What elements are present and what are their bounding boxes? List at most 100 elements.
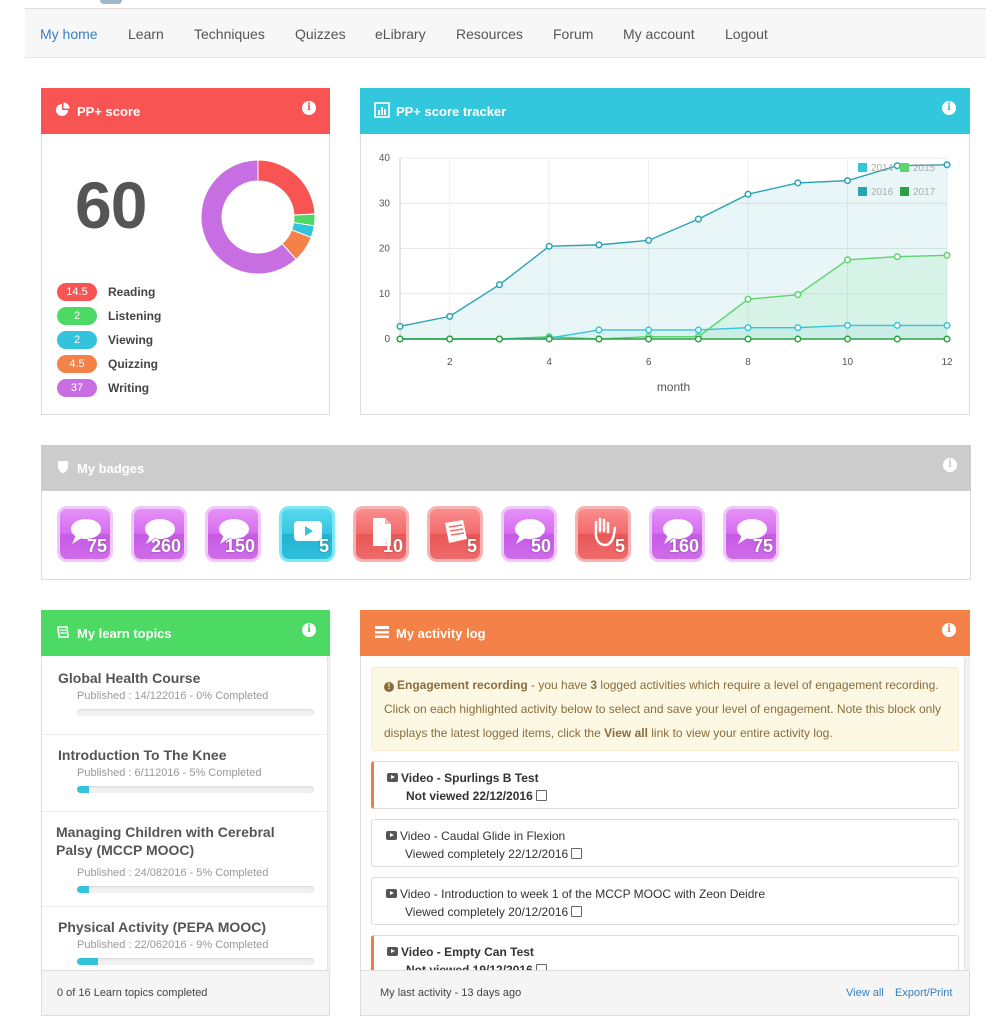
badge[interactable]: 75 bbox=[723, 506, 779, 562]
topic-progress-fill bbox=[77, 958, 99, 965]
data-point-2015[interactable] bbox=[893, 253, 901, 261]
legend-label-2015: 2015 bbox=[913, 163, 936, 174]
learn-topic-item[interactable]: Global Health Course Published : 14/12201… bbox=[42, 657, 327, 735]
data-point-2016[interactable] bbox=[446, 312, 454, 320]
nav-my-account[interactable]: My account bbox=[623, 26, 695, 42]
data-point-2017[interactable] bbox=[794, 335, 802, 343]
badge[interactable]: 10 bbox=[353, 506, 409, 562]
data-point-2014[interactable] bbox=[943, 321, 951, 329]
data-point-2017[interactable] bbox=[645, 335, 653, 343]
data-point-2015[interactable] bbox=[843, 256, 852, 264]
data-point-2014[interactable] bbox=[645, 326, 653, 334]
data-point-2017[interactable] bbox=[843, 335, 852, 343]
badge[interactable]: 50 bbox=[501, 506, 557, 562]
activity-item[interactable]: Video - Introduction to week 1 of the MC… bbox=[371, 877, 959, 925]
data-point-2016[interactable] bbox=[396, 322, 404, 330]
activity-item[interactable]: Video - Empty Can Test Not viewed 19/12/2… bbox=[371, 935, 959, 971]
edit-icon[interactable] bbox=[535, 964, 547, 971]
exclamation-icon: ! bbox=[384, 682, 394, 692]
export-print-link[interactable]: Export/Print bbox=[895, 987, 953, 999]
topic-published-meta: Published : 14/122016 - 0% Completed bbox=[77, 690, 269, 702]
badge-count: 10 bbox=[382, 536, 403, 556]
data-point-2017[interactable] bbox=[595, 335, 603, 343]
y-tick-label: 30 bbox=[379, 198, 391, 209]
learn-topics-title: My learn topics bbox=[77, 626, 172, 641]
y-tick-label: 20 bbox=[379, 244, 391, 255]
nav-learn[interactable]: Learn bbox=[128, 26, 164, 42]
badge-count: 50 bbox=[530, 536, 551, 556]
data-point-2014[interactable] bbox=[595, 326, 603, 334]
data-point-2016[interactable] bbox=[645, 236, 653, 244]
notice-view-all-link[interactable]: View all bbox=[604, 726, 648, 740]
activity-log-title: My activity log bbox=[396, 626, 486, 641]
x-axis-label: month bbox=[657, 380, 690, 394]
info-icon[interactable]: i bbox=[943, 458, 957, 472]
topics-scrollbar[interactable] bbox=[327, 657, 331, 971]
data-point-2015[interactable] bbox=[794, 291, 802, 299]
nav-resources[interactable]: Resources bbox=[456, 26, 523, 42]
nav-forum[interactable]: Forum bbox=[553, 26, 594, 42]
data-point-2017[interactable] bbox=[943, 335, 951, 343]
badge[interactable]: 150 bbox=[205, 506, 261, 562]
info-icon[interactable]: i bbox=[942, 623, 956, 637]
data-point-2017[interactable] bbox=[446, 335, 454, 343]
activity-item[interactable]: Video - Spurlings B Test Not viewed 22/12… bbox=[371, 761, 959, 809]
badge[interactable]: 5 bbox=[427, 506, 483, 562]
learn-topic-item[interactable]: Managing Children with Cerebral Palsy (M… bbox=[42, 811, 327, 907]
x-tick-label: 4 bbox=[546, 357, 552, 368]
edit-icon[interactable] bbox=[571, 906, 583, 917]
notice-lead: Engagement recording bbox=[397, 678, 528, 692]
topic-title[interactable]: Introduction To The Knee bbox=[58, 747, 227, 763]
activity-scrollbar[interactable] bbox=[964, 657, 970, 971]
learn-topic-item[interactable]: Introduction To The Knee Published : 6/11… bbox=[42, 734, 327, 812]
data-point-2017[interactable] bbox=[396, 335, 404, 343]
data-point-2017[interactable] bbox=[744, 335, 752, 343]
data-point-2016[interactable] bbox=[893, 162, 901, 170]
view-all-link[interactable]: View all bbox=[846, 987, 884, 999]
data-point-2017[interactable] bbox=[694, 335, 702, 343]
data-point-2016[interactable] bbox=[744, 190, 752, 198]
data-point-2016[interactable] bbox=[495, 281, 504, 289]
nav-elibrary[interactable]: eLibrary bbox=[375, 26, 426, 42]
info-icon[interactable]: i bbox=[302, 101, 316, 115]
data-point-2014[interactable] bbox=[694, 326, 702, 334]
badge[interactable]: 5 bbox=[575, 506, 631, 562]
topic-title[interactable]: Managing Children with Cerebral Palsy (M… bbox=[56, 824, 275, 858]
badge[interactable]: 75 bbox=[57, 506, 113, 562]
edit-icon[interactable] bbox=[535, 790, 547, 801]
nav-techniques[interactable]: Techniques bbox=[194, 26, 265, 42]
data-point-2014[interactable] bbox=[794, 324, 802, 332]
shield-icon bbox=[58, 461, 68, 474]
topic-title[interactable]: Physical Activity (PEPA MOOC) bbox=[58, 919, 266, 935]
edit-icon[interactable] bbox=[571, 848, 583, 859]
data-point-2017[interactable] bbox=[893, 335, 901, 343]
info-icon[interactable]: i bbox=[942, 101, 956, 115]
data-point-2016[interactable] bbox=[843, 177, 852, 185]
nav-my-home[interactable]: My home bbox=[40, 26, 98, 42]
data-point-2016[interactable] bbox=[794, 179, 802, 187]
data-point-2014[interactable] bbox=[893, 321, 901, 329]
badge[interactable]: 5 bbox=[279, 506, 335, 562]
topic-title[interactable]: Global Health Course bbox=[58, 670, 201, 686]
nav-quizzes[interactable]: Quizzes bbox=[295, 26, 346, 42]
data-point-2016[interactable] bbox=[545, 242, 553, 250]
data-point-2015[interactable] bbox=[943, 251, 951, 259]
video-play-icon bbox=[386, 831, 397, 840]
badge[interactable]: 260 bbox=[131, 506, 187, 562]
x-tick-label: 2 bbox=[447, 357, 453, 368]
data-point-2016[interactable] bbox=[694, 215, 702, 223]
data-point-2015[interactable] bbox=[744, 295, 752, 303]
learn-topic-item[interactable]: Physical Activity (PEPA MOOC) Published :… bbox=[42, 906, 327, 971]
data-point-2014[interactable] bbox=[744, 324, 752, 332]
data-point-2016[interactable] bbox=[943, 161, 951, 169]
info-icon[interactable]: i bbox=[302, 623, 316, 637]
activity-log-body: ! Engagement recording - you have 3 logge… bbox=[361, 611, 965, 971]
nav-logout[interactable]: Logout bbox=[725, 26, 768, 42]
badge[interactable]: 160 bbox=[649, 506, 705, 562]
y-tick-label: 10 bbox=[379, 289, 391, 300]
data-point-2016[interactable] bbox=[595, 241, 603, 249]
data-point-2017[interactable] bbox=[545, 335, 553, 343]
data-point-2014[interactable] bbox=[843, 321, 852, 329]
data-point-2017[interactable] bbox=[495, 335, 504, 343]
activity-item[interactable]: Video - Caudal Glide in Flexion Viewed co… bbox=[371, 819, 959, 867]
